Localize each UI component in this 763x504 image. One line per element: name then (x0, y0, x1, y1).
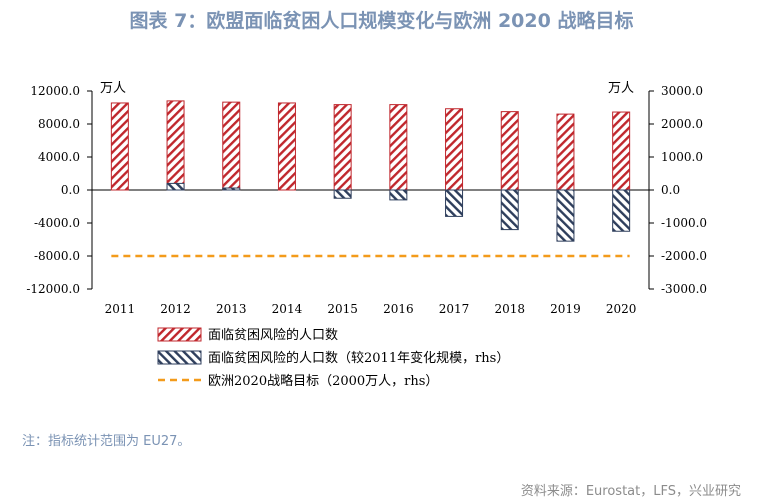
right-tick-label: 2000.0 (661, 117, 703, 131)
legend-label-change-vs-2011: 面临贫困风险的人口数（较2011年变化规模，rhs） (208, 350, 509, 366)
change-vs-2011-bar (445, 189, 464, 217)
x-tick-label: 2018 (494, 302, 525, 316)
legend-swatch-change-vs-2011 (157, 350, 202, 365)
left-axis-unit: 万人 (100, 81, 126, 96)
change-vs-2011-bar (389, 189, 408, 201)
x-tick-label: 2020 (606, 302, 637, 316)
right-tick-label: -2000.0 (661, 249, 707, 263)
poverty-population-bar (333, 104, 352, 191)
right-axis-unit: 万人 (608, 81, 634, 96)
poverty-population-bar (500, 111, 519, 191)
x-tick-label: 2015 (327, 302, 358, 316)
change-vs-2011-bar (333, 189, 352, 199)
right-tick-label: -1000.0 (661, 216, 707, 230)
x-tick-label: 2012 (160, 302, 191, 316)
poverty-population-bar (445, 108, 464, 191)
poverty-population-bar (556, 113, 575, 191)
left-tick-label: -4000.0 (34, 216, 80, 230)
right-tick-label: 3000.0 (661, 84, 703, 98)
poverty-population-bar (222, 101, 241, 191)
change-vs-2011-bar (166, 182, 185, 191)
x-tick-label: 2019 (550, 302, 581, 316)
legend-label-target-2020: 欧洲2020战略目标（2000万人，rhs） (208, 373, 438, 389)
left-tick-label: -12000.0 (26, 282, 80, 296)
axes: 12000.0 8000.0 4000.0 0.0 -4000.0 -8000.0 -120… (26, 81, 707, 316)
legend-label-poverty-population: 面临贫困风险的人口数 (208, 327, 338, 343)
poverty-population-bar (277, 102, 296, 191)
left-tick-label: 8000.0 (38, 117, 80, 131)
change-vs-2011-bar (556, 189, 575, 242)
source-note: 资料来源：Eurostat，LFS，兴业研究 (520, 484, 741, 499)
change-vs-2011-bar (612, 189, 631, 232)
poverty-population-bar (110, 102, 129, 191)
chart-title: 图表 7：欧盟面临贫困人口规模变化与欧洲 2020 战略目标 (129, 10, 634, 32)
right-tick-label: 0.0 (661, 183, 680, 197)
poverty-population-bar (389, 104, 408, 191)
change-vs-2011-bar (222, 187, 241, 191)
left-tick-label: 0.0 (61, 183, 80, 197)
right-tick-label: 1000.0 (661, 150, 703, 164)
x-tick-label: 2016 (383, 302, 414, 316)
bars (110, 100, 631, 258)
poverty-population-bar (612, 111, 631, 191)
bar-chart: 12000.0 8000.0 4000.0 0.0 -4000.0 -8000.0 -120… (26, 81, 707, 389)
legend-swatch-poverty-population (157, 327, 202, 342)
x-tick-label: 2017 (439, 302, 470, 316)
change-vs-2011-bar (500, 189, 519, 231)
left-tick-label: -8000.0 (34, 249, 80, 263)
right-tick-label: -3000.0 (661, 282, 707, 296)
left-tick-label: 12000.0 (30, 84, 80, 98)
x-tick-label: 2014 (272, 302, 303, 316)
footnote: 注：指标统计范围为 EU27。 (22, 434, 191, 449)
poverty-population-bar (166, 100, 185, 191)
left-tick-label: 4000.0 (38, 150, 80, 164)
x-tick-label: 2011 (105, 302, 136, 316)
x-tick-label: 2013 (216, 302, 247, 316)
